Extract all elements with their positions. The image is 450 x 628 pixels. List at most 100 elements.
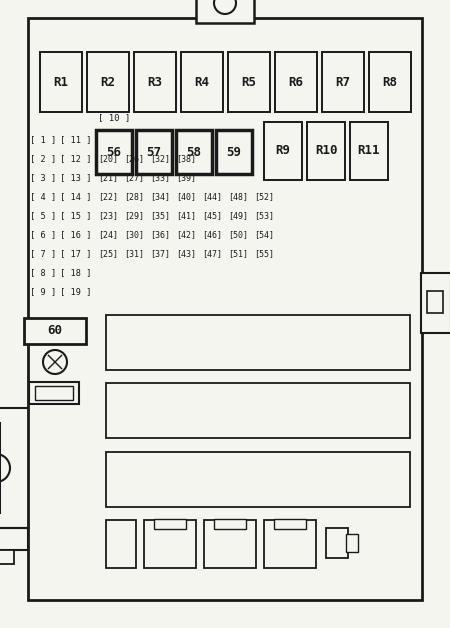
Text: R1: R1 — [54, 75, 68, 89]
Text: R5: R5 — [242, 75, 256, 89]
Bar — [350, 122, 388, 180]
Text: [42]: [42] — [176, 230, 196, 239]
Text: [21]: [21] — [98, 173, 118, 183]
Text: [49]: [49] — [228, 212, 248, 220]
Text: [31]: [31] — [124, 249, 144, 259]
Bar — [275, 52, 317, 112]
Bar — [106, 520, 136, 568]
Bar — [176, 130, 212, 174]
Text: [ 9 ]: [ 9 ] — [30, 288, 56, 296]
Text: [45]: [45] — [202, 212, 222, 220]
Text: [ 19 ]: [ 19 ] — [60, 288, 92, 296]
Text: [ 18 ]: [ 18 ] — [60, 269, 92, 278]
Text: [48]: [48] — [228, 193, 248, 202]
Text: [35]: [35] — [150, 212, 170, 220]
Text: [20]: [20] — [98, 154, 118, 163]
Text: [47]: [47] — [202, 249, 222, 259]
Bar — [196, 0, 254, 23]
Bar — [87, 52, 129, 112]
Text: [46]: [46] — [202, 230, 222, 239]
Text: [ 13 ]: [ 13 ] — [60, 173, 92, 183]
Text: 57: 57 — [147, 146, 162, 158]
Text: [37]: [37] — [150, 249, 170, 259]
Text: [28]: [28] — [124, 193, 144, 202]
Bar — [264, 122, 302, 180]
Bar — [0, 550, 14, 564]
Text: [36]: [36] — [150, 230, 170, 239]
Circle shape — [0, 454, 10, 482]
Text: [ 17 ]: [ 17 ] — [60, 249, 92, 259]
Text: [24]: [24] — [98, 230, 118, 239]
Text: [29]: [29] — [124, 212, 144, 220]
Text: R6: R6 — [288, 75, 303, 89]
Text: [50]: [50] — [228, 230, 248, 239]
Bar — [96, 130, 132, 174]
Text: R10: R10 — [315, 144, 337, 158]
Bar — [427, 291, 443, 313]
Text: [ 5 ]: [ 5 ] — [30, 212, 56, 220]
Text: R9: R9 — [275, 144, 291, 158]
Text: 56: 56 — [107, 146, 122, 158]
Text: [30]: [30] — [124, 230, 144, 239]
Text: [55]: [55] — [254, 249, 274, 259]
Text: [39]: [39] — [176, 173, 196, 183]
Text: [ 8 ]: [ 8 ] — [30, 269, 56, 278]
Text: [51]: [51] — [228, 249, 248, 259]
Bar — [154, 519, 186, 529]
Bar — [106, 452, 410, 507]
Bar — [106, 383, 410, 438]
Bar — [144, 520, 196, 568]
Text: [ 2 ]: [ 2 ] — [30, 154, 56, 163]
Text: 58: 58 — [186, 146, 202, 158]
Text: [ 11 ]: [ 11 ] — [60, 136, 92, 144]
Bar — [264, 520, 316, 568]
Bar — [0, 528, 28, 550]
Bar — [228, 52, 270, 112]
Bar — [346, 534, 358, 552]
Bar — [24, 318, 86, 344]
Bar — [322, 52, 364, 112]
Bar — [204, 520, 256, 568]
Text: R7: R7 — [336, 75, 351, 89]
Text: [41]: [41] — [176, 212, 196, 220]
Text: [22]: [22] — [98, 193, 118, 202]
Bar — [29, 382, 79, 404]
Text: [34]: [34] — [150, 193, 170, 202]
Text: [ 12 ]: [ 12 ] — [60, 154, 92, 163]
Text: [ 14 ]: [ 14 ] — [60, 193, 92, 202]
Text: [43]: [43] — [176, 249, 196, 259]
Bar — [136, 130, 172, 174]
Text: [ 4 ]: [ 4 ] — [30, 193, 56, 202]
Text: R8: R8 — [382, 75, 397, 89]
Text: R11: R11 — [358, 144, 380, 158]
Bar — [326, 528, 348, 558]
Circle shape — [214, 0, 236, 14]
Text: [25]: [25] — [98, 249, 118, 259]
Text: [40]: [40] — [176, 193, 196, 202]
Text: [ 3 ]: [ 3 ] — [30, 173, 56, 183]
Text: [32]: [32] — [150, 154, 170, 163]
Text: [38]: [38] — [176, 154, 196, 163]
Text: [54]: [54] — [254, 230, 274, 239]
Bar — [35, 386, 73, 400]
Bar — [369, 52, 411, 112]
Bar — [40, 52, 82, 112]
Text: [ 10 ]: [ 10 ] — [98, 114, 130, 122]
Bar — [274, 519, 306, 529]
Text: [26]: [26] — [124, 154, 144, 163]
Bar — [181, 52, 223, 112]
Bar — [421, 273, 450, 333]
Text: [ 6 ]: [ 6 ] — [30, 230, 56, 239]
Text: [33]: [33] — [150, 173, 170, 183]
Text: [ 15 ]: [ 15 ] — [60, 212, 92, 220]
Text: [ 7 ]: [ 7 ] — [30, 249, 56, 259]
Bar — [106, 315, 410, 370]
Text: 59: 59 — [226, 146, 242, 158]
Bar — [214, 519, 246, 529]
Text: [53]: [53] — [254, 212, 274, 220]
Text: R3: R3 — [148, 75, 162, 89]
Bar — [307, 122, 345, 180]
Text: 60: 60 — [48, 325, 63, 337]
Bar — [216, 130, 252, 174]
Bar — [28, 18, 422, 600]
